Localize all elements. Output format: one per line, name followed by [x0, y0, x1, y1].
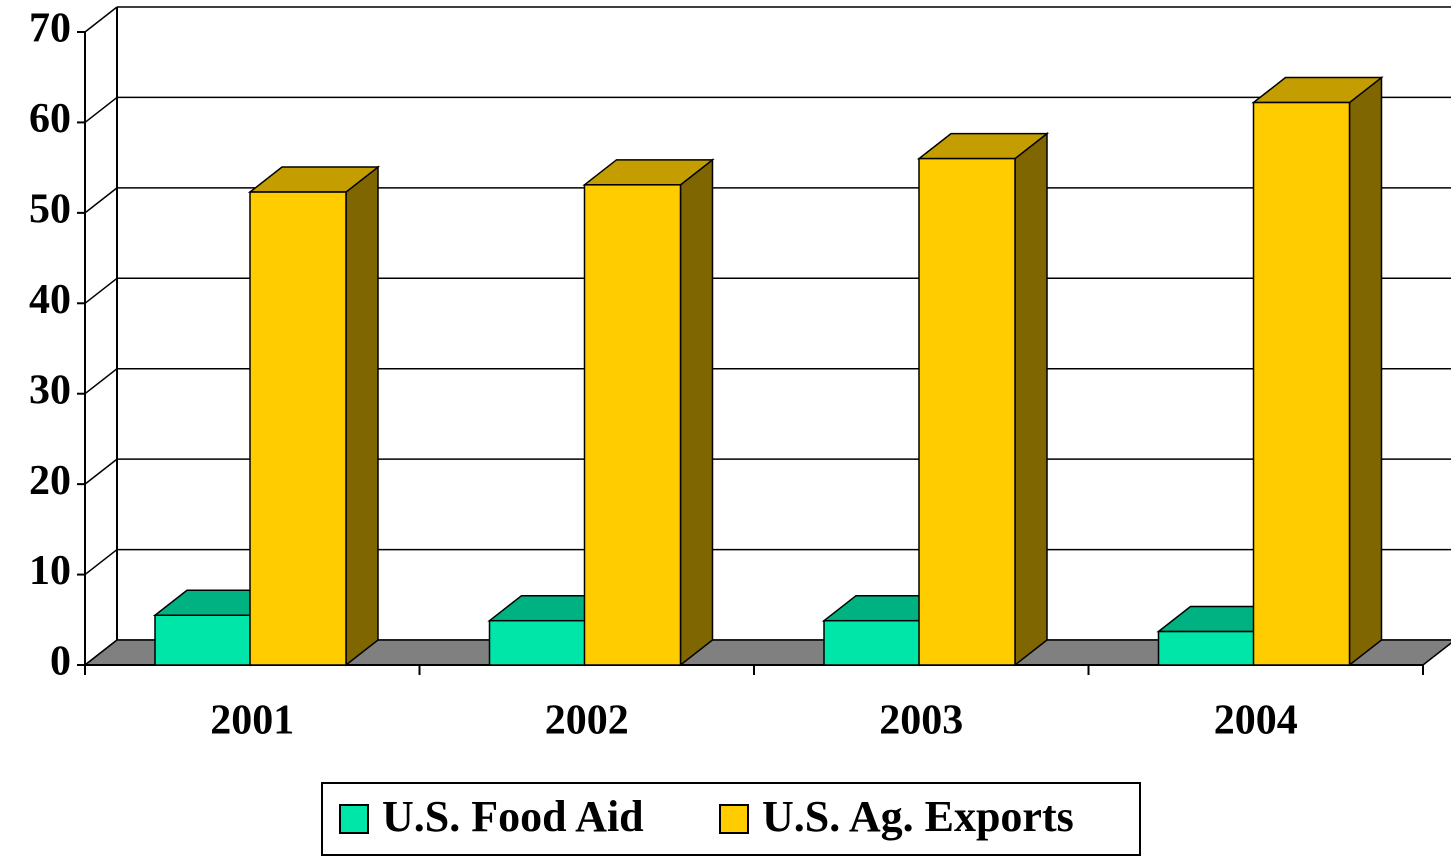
- grid-line-side: [84, 548, 118, 576]
- y-tick-label: 20: [29, 458, 71, 504]
- grid-line-side: [84, 187, 118, 214]
- x-tick-label: 2004: [1214, 698, 1298, 744]
- grid-line-side: [84, 277, 118, 304]
- grid-line-side: [84, 6, 118, 33]
- bar: [488, 619, 587, 666]
- bar: [1252, 101, 1351, 666]
- y-tick-label: 70: [29, 6, 71, 52]
- bar-side: [1014, 132, 1048, 667]
- y-tick-label: 50: [29, 186, 71, 232]
- legend-label: U.S. Ag. Exports: [762, 792, 1074, 841]
- bar: [823, 619, 921, 666]
- bar-side: [679, 158, 714, 667]
- bar: [249, 191, 347, 666]
- grid-line-side: [84, 458, 118, 485]
- bar: [154, 614, 252, 666]
- grid-line-side: [84, 96, 118, 124]
- grid-line-side: [84, 368, 118, 395]
- y-tick-label: 30: [29, 367, 71, 413]
- bar: [918, 157, 1016, 666]
- bar: [583, 184, 682, 666]
- y-tick-label: 60: [29, 96, 71, 142]
- x-tick-label: 2001: [210, 698, 294, 744]
- y-tick-label: 10: [29, 548, 71, 594]
- y-tick-label: 0: [50, 639, 71, 685]
- bar-side: [1348, 75, 1383, 667]
- x-tick-label: 2003: [879, 698, 963, 744]
- y-tick-label: 40: [29, 277, 71, 323]
- bar-side: [345, 165, 379, 667]
- bar: [1157, 630, 1256, 666]
- legend-label: U.S. Food Aid: [382, 792, 644, 841]
- legend-swatch: [339, 804, 369, 834]
- legend-swatch: [719, 804, 749, 834]
- x-tick-label: 2002: [545, 698, 629, 744]
